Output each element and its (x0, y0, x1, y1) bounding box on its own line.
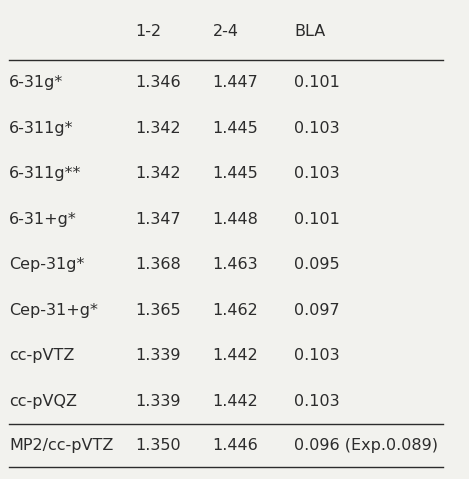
Text: 1.446: 1.446 (212, 438, 258, 453)
Text: 1.346: 1.346 (136, 75, 182, 90)
Text: 1.368: 1.368 (136, 257, 182, 272)
Text: 1.442: 1.442 (212, 348, 258, 363)
Text: 1.339: 1.339 (136, 348, 181, 363)
Text: 0.101: 0.101 (294, 212, 340, 227)
Text: 1.342: 1.342 (136, 166, 182, 181)
Text: 1.347: 1.347 (136, 212, 182, 227)
Text: 1.342: 1.342 (136, 121, 182, 136)
Text: 2-4: 2-4 (212, 23, 239, 39)
Text: 1.447: 1.447 (212, 75, 258, 90)
Text: 1.339: 1.339 (136, 394, 181, 409)
Text: 1.350: 1.350 (136, 438, 182, 453)
Text: 0.101: 0.101 (294, 75, 340, 90)
Text: 6-31+g*: 6-31+g* (9, 212, 77, 227)
Text: 6-311g**: 6-311g** (9, 166, 82, 181)
Text: 1.463: 1.463 (212, 257, 258, 272)
Text: 0.097: 0.097 (294, 303, 340, 318)
Text: cc-pVQZ: cc-pVQZ (9, 394, 77, 409)
Text: 1.445: 1.445 (212, 121, 258, 136)
Text: 6-31g*: 6-31g* (9, 75, 63, 90)
Text: 0.103: 0.103 (294, 348, 340, 363)
Text: 1.365: 1.365 (136, 303, 182, 318)
Text: 0.096 (Exp.0.089): 0.096 (Exp.0.089) (294, 438, 438, 453)
Text: 0.103: 0.103 (294, 166, 340, 181)
Text: MP2/cc-pVTZ: MP2/cc-pVTZ (9, 438, 113, 453)
Text: 1.448: 1.448 (212, 212, 258, 227)
Text: Cep-31g*: Cep-31g* (9, 257, 84, 272)
Text: 0.095: 0.095 (294, 257, 340, 272)
Text: 1.462: 1.462 (212, 303, 258, 318)
Text: 0.103: 0.103 (294, 121, 340, 136)
Text: 1.445: 1.445 (212, 166, 258, 181)
Text: 1.442: 1.442 (212, 394, 258, 409)
Text: 0.103: 0.103 (294, 394, 340, 409)
Text: Cep-31+g*: Cep-31+g* (9, 303, 98, 318)
Text: BLA: BLA (294, 23, 325, 39)
Text: cc-pVTZ: cc-pVTZ (9, 348, 75, 363)
Text: 1-2: 1-2 (136, 23, 162, 39)
Text: 6-311g*: 6-311g* (9, 121, 74, 136)
